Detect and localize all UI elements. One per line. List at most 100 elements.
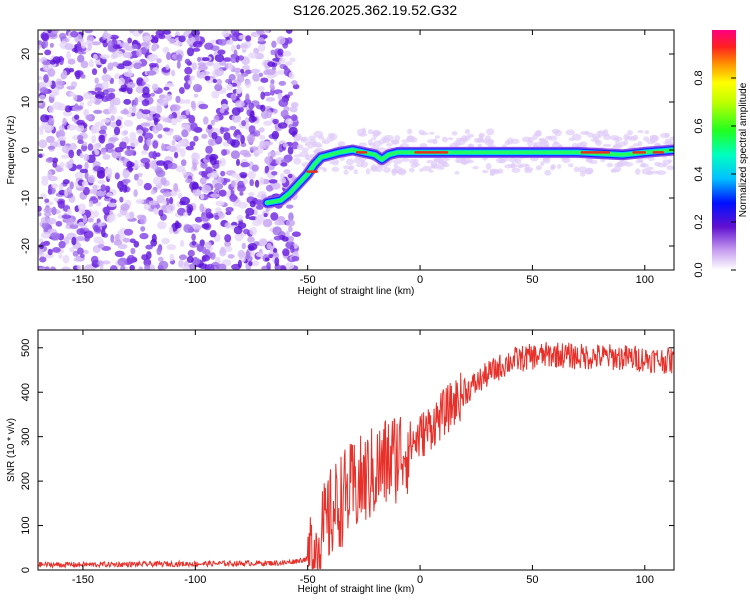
noise-blob (126, 145, 131, 150)
noise-blob (182, 265, 190, 270)
noise-blob (126, 86, 133, 95)
noise-blob (129, 211, 135, 219)
noise-blob (280, 110, 289, 118)
noise-blob (288, 226, 293, 233)
noise-blob (264, 156, 272, 165)
noise-blob (192, 188, 202, 197)
noise-blob (178, 35, 186, 43)
noise-blob (77, 247, 84, 255)
noise-blob (506, 137, 514, 145)
noise-blob (174, 151, 179, 159)
noise-blob (176, 54, 183, 62)
noise-blob (288, 71, 295, 80)
noise-blob (245, 93, 250, 102)
noise-blob (283, 169, 291, 175)
noise-blob (222, 57, 232, 62)
noise-blob (175, 95, 181, 104)
noise-blob (42, 60, 51, 66)
noise-blob (353, 169, 358, 175)
noise-blob (293, 157, 302, 165)
noise-blob (114, 172, 120, 180)
spectrogram-x-axis: -150 -100 -50 0 50 100 (72, 30, 654, 286)
noise-blob (571, 133, 582, 141)
noise-blob (602, 143, 612, 147)
noise-blob (401, 157, 410, 162)
noise-blob (199, 203, 205, 213)
noise-blob (215, 207, 222, 213)
noise-blob (277, 92, 283, 101)
noise-blob (643, 136, 650, 142)
noise-blob (100, 54, 110, 60)
noise-blob (143, 76, 150, 83)
noise-blob (263, 91, 272, 97)
noise-blob (240, 161, 250, 168)
noise-blob (201, 254, 211, 262)
noise-blob (441, 157, 451, 161)
noise-blob (200, 162, 208, 169)
noise-blob (231, 114, 242, 123)
noise-blob (171, 139, 176, 146)
noise-blob (270, 85, 276, 91)
noise-blob (43, 124, 51, 131)
noise-blob (150, 92, 156, 97)
noise-blob (109, 265, 118, 270)
noise-blob (477, 143, 483, 148)
noise-blob (249, 179, 254, 187)
noise-blob (287, 146, 294, 155)
noise-blob (168, 114, 174, 119)
noise-blob (239, 191, 244, 196)
noise-blob (224, 234, 232, 243)
noise-blob (180, 159, 187, 167)
noise-blob (119, 196, 124, 203)
noise-blob (606, 162, 614, 168)
noise-blob (454, 171, 460, 175)
noise-blob (205, 145, 213, 154)
noise-blob (245, 35, 252, 42)
noise-blob (654, 161, 662, 167)
x-tick-label: 100 (636, 274, 654, 286)
noise-blob (205, 263, 215, 270)
noise-blob (460, 135, 468, 142)
noise-blob (290, 102, 299, 108)
y-tick-label: 10 (20, 96, 32, 108)
noise-blob (169, 253, 175, 262)
noise-blob (553, 140, 559, 145)
noise-blob (272, 118, 279, 125)
noise-blob (205, 154, 211, 160)
noise-blob (251, 164, 259, 172)
noise-blob (143, 132, 154, 141)
noise-blob (204, 75, 211, 81)
noise-blob (123, 108, 128, 115)
noise-blob (229, 193, 238, 202)
snr-x-axis: -150 -100 -50 0 50 100 (72, 330, 654, 586)
noise-blob (243, 228, 250, 235)
noise-blob (382, 167, 391, 173)
noise-blob (105, 143, 115, 150)
noise-blob (69, 91, 75, 97)
noise-blob (83, 109, 90, 116)
noise-blob (148, 151, 155, 159)
noise-blob (619, 141, 626, 147)
noise-blob (397, 168, 407, 176)
noise-blob (535, 130, 542, 137)
noise-blob (237, 35, 248, 40)
noise-blob (220, 127, 230, 132)
noise-blob (133, 173, 139, 181)
noise-blob (111, 61, 119, 67)
noise-blob (249, 226, 257, 236)
noise-blob (227, 62, 233, 70)
x-tick-label: 0 (417, 574, 423, 586)
noise-blob (92, 210, 99, 218)
noise-blob (270, 212, 279, 221)
noise-blob (148, 200, 159, 206)
noise-blob (93, 165, 102, 172)
noise-blob (202, 57, 210, 62)
noise-blob (285, 30, 293, 34)
noise-blob (472, 166, 479, 170)
noise-blob (136, 110, 143, 120)
noise-blob (52, 101, 63, 110)
noise-blob (148, 106, 158, 115)
noise-blob (203, 116, 209, 125)
noise-blob (644, 130, 650, 135)
